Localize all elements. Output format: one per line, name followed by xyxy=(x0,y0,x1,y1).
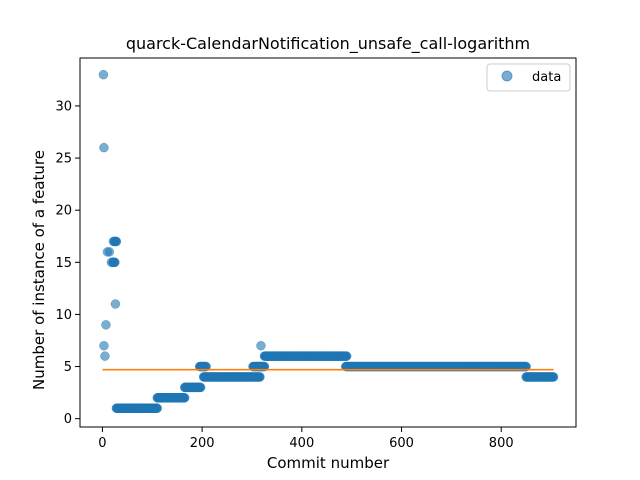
data-point xyxy=(256,341,265,350)
data-point xyxy=(111,300,120,309)
x-tick-label: 600 xyxy=(389,436,414,451)
legend-label: data xyxy=(532,70,561,85)
data-point xyxy=(99,70,108,79)
legend: data xyxy=(487,64,570,91)
x-tick-label: 200 xyxy=(190,436,215,451)
y-axis-label: Number of instance of a feature xyxy=(30,150,48,390)
data-point xyxy=(99,143,108,152)
data-point xyxy=(549,372,558,381)
data-point xyxy=(100,352,109,361)
y-tick-label: 15 xyxy=(55,256,72,271)
legend-marker xyxy=(502,71,512,81)
data-point xyxy=(153,404,162,413)
data-point xyxy=(112,237,121,246)
y-tick-label: 10 xyxy=(55,308,72,323)
data-point xyxy=(105,247,114,256)
x-tick-label: 800 xyxy=(489,436,514,451)
chart-title: quarck-CalendarNotification_unsafe_call-… xyxy=(126,34,530,54)
data-point xyxy=(255,372,264,381)
x-axis-label: Commit number xyxy=(267,454,390,472)
data-point xyxy=(101,320,110,329)
y-tick-label: 25 xyxy=(55,152,72,167)
data-point xyxy=(99,341,108,350)
y-tick-label: 30 xyxy=(55,99,72,114)
data-point xyxy=(110,258,119,267)
x-tick-label: 0 xyxy=(98,436,106,451)
y-tick-label: 5 xyxy=(64,360,72,375)
y-tick-label: 20 xyxy=(55,204,72,219)
x-tick-label: 400 xyxy=(289,436,314,451)
data-point xyxy=(342,352,351,361)
data-point xyxy=(180,393,189,402)
data-point xyxy=(196,383,205,392)
y-tick-label: 0 xyxy=(64,412,72,427)
